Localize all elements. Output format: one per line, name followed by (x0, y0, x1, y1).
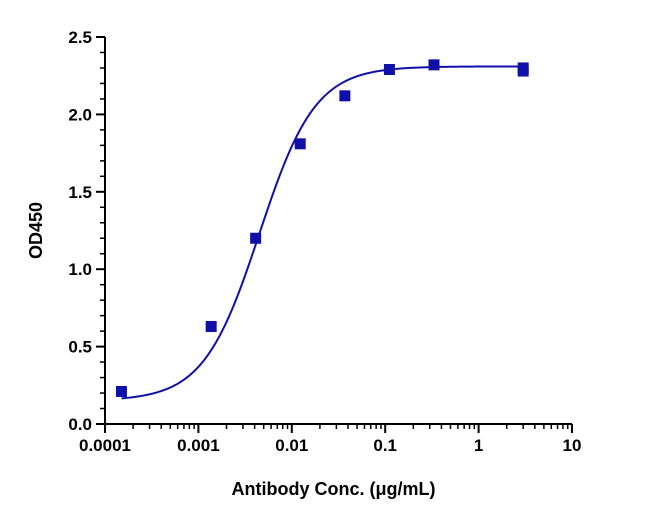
data-point (339, 90, 351, 102)
data-point (517, 65, 529, 77)
data-point (205, 320, 217, 332)
fit-curve (121, 65, 524, 400)
x-tick-label: 0.01 (275, 436, 308, 455)
x-tick-label: 1 (474, 436, 483, 455)
y-tick-label: 1.0 (68, 260, 92, 279)
x-axis-label: Antibody Conc. (μg/mL) (232, 479, 436, 499)
x-tick-label: 0.001 (177, 436, 220, 455)
data-point (115, 385, 127, 397)
x-tick-label: 0.1 (373, 436, 397, 455)
y-tick-label: 1.5 (68, 183, 92, 202)
axes (104, 37, 572, 425)
y-tick-label: 2.5 (68, 28, 92, 47)
data-point (294, 138, 306, 150)
data-points (115, 59, 529, 397)
y-tick-label: 2.0 (68, 105, 92, 124)
ticks: 0.0 0.5 1.0 1.5 2.0 2.5 0.0001 0.001 0.01 0.1 1 10 (68, 28, 581, 455)
data-point (428, 59, 440, 71)
x-tick-label: 0.0001 (79, 436, 131, 455)
data-point (383, 64, 395, 76)
y-axis-label: OD450 (26, 202, 46, 259)
y-tick-label: 0.5 (68, 338, 92, 357)
x-tick-label: 10 (563, 436, 582, 455)
data-point (250, 232, 262, 244)
y-tick-label: 0.0 (68, 415, 92, 434)
